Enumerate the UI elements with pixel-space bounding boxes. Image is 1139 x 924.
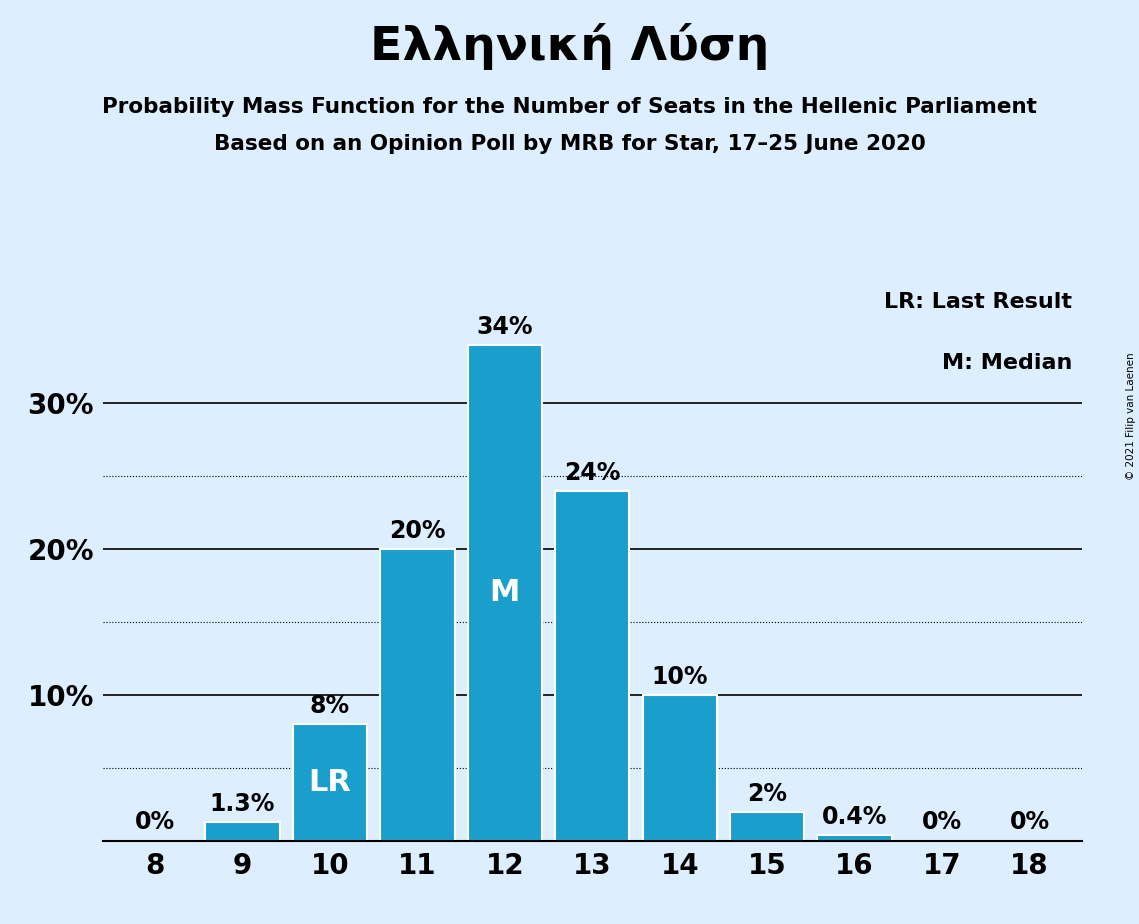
Text: 2%: 2% (747, 782, 787, 806)
Text: 20%: 20% (390, 519, 445, 543)
Text: Probability Mass Function for the Number of Seats in the Hellenic Parliament: Probability Mass Function for the Number… (103, 97, 1036, 117)
Bar (293, 724, 367, 841)
Text: M: Median: M: Median (942, 353, 1072, 373)
Text: 0%: 0% (134, 809, 175, 833)
Bar (468, 345, 542, 841)
Text: M: M (490, 578, 521, 607)
Text: 8%: 8% (310, 694, 350, 718)
Text: © 2021 Filip van Laenen: © 2021 Filip van Laenen (1125, 352, 1136, 480)
Text: 0%: 0% (1009, 809, 1050, 833)
Text: Based on an Opinion Poll by MRB for Star, 17–25 June 2020: Based on an Opinion Poll by MRB for Star… (214, 134, 925, 154)
Bar (555, 491, 630, 841)
Text: Ελληνική Λύση: Ελληνική Λύση (370, 23, 769, 70)
Text: 0%: 0% (923, 809, 962, 833)
Bar (642, 695, 716, 841)
Bar (380, 549, 454, 841)
Bar (818, 835, 892, 841)
Text: 0.4%: 0.4% (822, 805, 887, 829)
Text: 10%: 10% (652, 665, 708, 689)
Text: 1.3%: 1.3% (210, 792, 276, 816)
Text: 34%: 34% (476, 315, 533, 339)
Text: 24%: 24% (564, 461, 621, 485)
Bar (730, 811, 804, 841)
Bar (205, 821, 279, 841)
Text: LR: Last Result: LR: Last Result (884, 292, 1072, 312)
Text: LR: LR (309, 768, 351, 797)
